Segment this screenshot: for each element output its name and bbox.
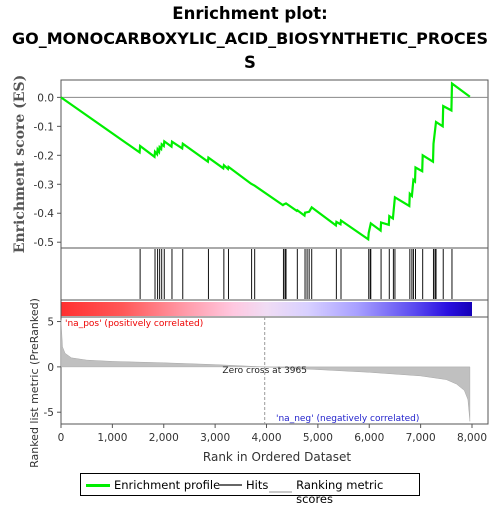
legend-item-profile: Enrichment profile — [86, 478, 220, 492]
hit-marks — [139, 249, 453, 299]
x-tick-label: 8,000 — [457, 432, 487, 444]
es-y-ticks: 0.0 -0.1 -0.2 -0.3 -0.4 -0.5 — [34, 92, 61, 249]
x-axis-label: Rank in Ordered Dataset — [203, 450, 351, 464]
legend-item-hits: Hits — [218, 478, 268, 492]
metric-y-ticks: 5 0 -5 — [44, 317, 61, 419]
metric-tick-label: -5 — [44, 407, 54, 419]
ranking-metric-area — [60, 319, 471, 422]
chart-title-line-2: GO_MONOCARBOXYLIC_ACID_BIOSYNTHETIC_PROC… — [11, 29, 489, 48]
chart-title-line-1: Enrichment plot: — [172, 4, 328, 23]
hits-panel — [60, 247, 489, 301]
es-tick-label: -0.2 — [34, 150, 55, 162]
x-tick-label: 0 — [58, 432, 65, 444]
legend-ranking-label: Ranking metric scores — [296, 478, 384, 506]
es-tick-label: -0.4 — [34, 208, 55, 220]
legend-profile-swatch — [86, 483, 110, 487]
es-tick-label: -0.5 — [34, 237, 55, 249]
pos-correlated-label: 'na_pos' (positively correlated) — [65, 319, 203, 329]
x-tick-label: 5,000 — [303, 432, 333, 444]
x-tick-label: 4,000 — [251, 432, 281, 444]
hits-panel-frame — [60, 247, 489, 301]
x-axis-ticks: 0 1,000 2,000 3,000 4,000 5,000 6,000 7,000 8,00… — [58, 424, 487, 444]
metric-y-axis-label: Ranked list metric (PreRanked) — [28, 298, 41, 468]
legend-ranking-swatch — [269, 491, 293, 493]
x-tick-label: 3,000 — [200, 432, 230, 444]
legend-item-ranking: Ranking metric scores — [269, 478, 419, 506]
neg-correlated-label: 'na_neg' (negatively correlated) — [276, 414, 419, 424]
rank-color-bar — [60, 299, 489, 318]
chart-title-line-3: S — [244, 53, 256, 72]
es-tick-label: -0.1 — [34, 121, 55, 133]
zero-cross-label: Zero cross at 3965 — [222, 366, 307, 376]
es-panel-frame — [60, 79, 489, 249]
es-tick-label: -0.3 — [34, 179, 55, 191]
legend: Enrichment profile Hits Ranking metric s… — [80, 473, 420, 506]
es-y-axis-label: Enrichment score (ES) — [12, 75, 28, 253]
rank-color-gradient — [61, 302, 472, 316]
x-tick-label: 2,000 — [149, 432, 179, 444]
metric-panel: 5 0 -5 'na_pos' (positively correlated) 'n… — [44, 316, 489, 425]
x-tick-label: 7,000 — [406, 432, 436, 444]
legend-hits-label: Hits — [246, 478, 269, 492]
es-tick-label: 0.0 — [37, 92, 54, 104]
x-tick-label: 6,000 — [354, 432, 384, 444]
legend-hits-swatch — [218, 484, 242, 486]
metric-tick-label: 5 — [47, 317, 54, 329]
es-panel: 0.0 -0.1 -0.2 -0.3 -0.4 -0.5 — [34, 79, 489, 249]
x-tick-label: 1,000 — [97, 432, 127, 444]
legend-profile-label: Enrichment profile — [114, 478, 221, 492]
metric-tick-label: 0 — [47, 362, 54, 374]
enrichment-profile-line — [60, 81, 471, 242]
